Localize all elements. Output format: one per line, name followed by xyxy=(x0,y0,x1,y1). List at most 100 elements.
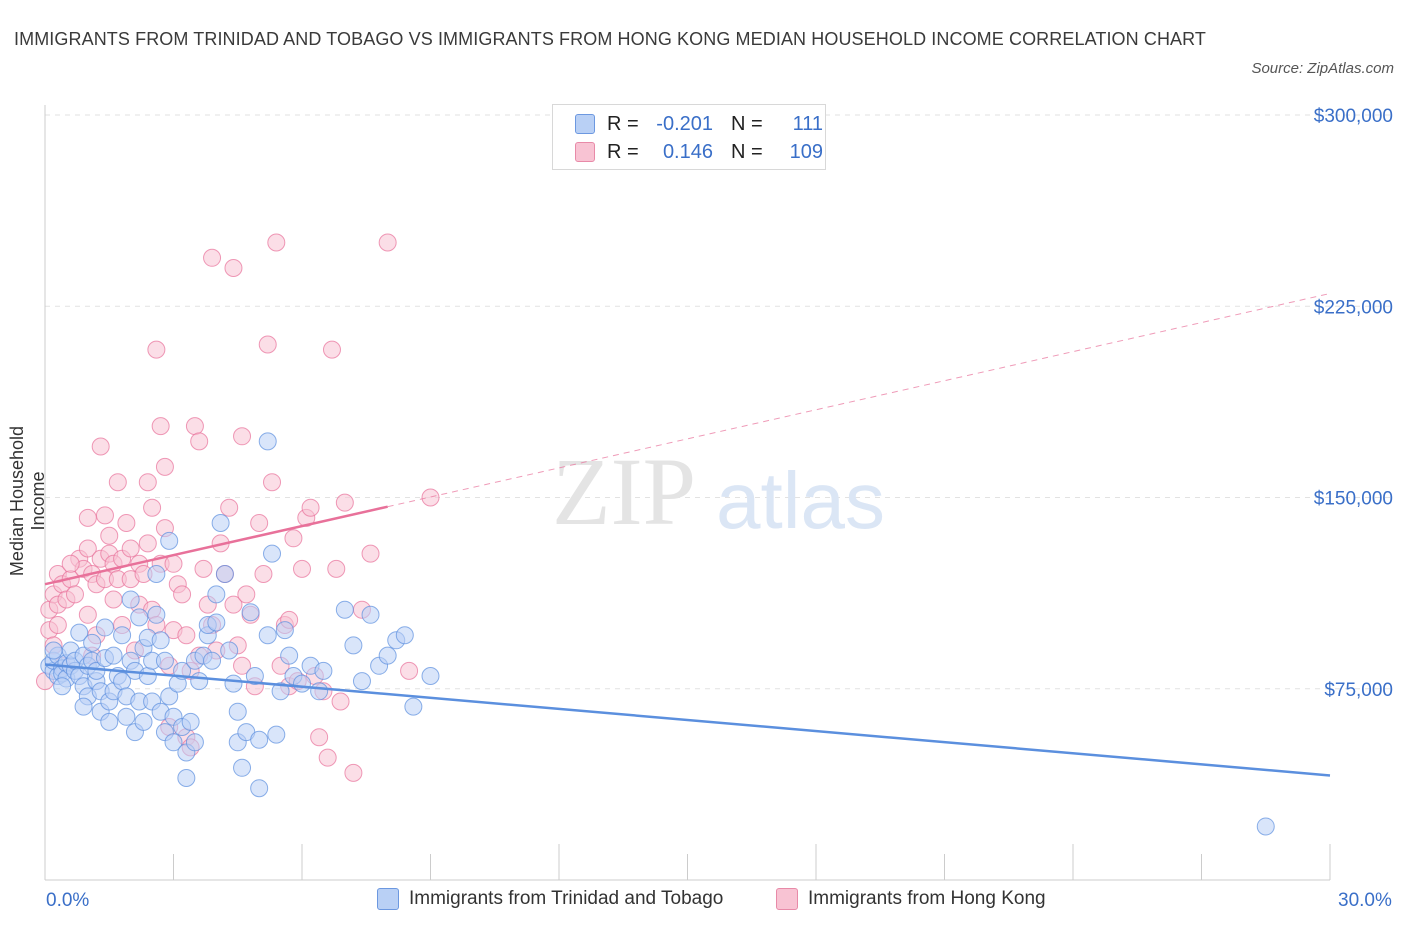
point-1-83 xyxy=(284,529,303,548)
point-1-23 xyxy=(95,506,114,525)
point-1-53 xyxy=(173,585,192,604)
point-1-72 xyxy=(237,585,256,604)
point-0-105 xyxy=(404,697,423,716)
legend-swatch-trinidad xyxy=(575,114,595,134)
point-1-79 xyxy=(267,233,286,252)
point-0-110 xyxy=(74,697,93,716)
legend-item-trinidad[interactable]: Immigrants from Trinidad and Tobago xyxy=(377,888,723,910)
point-0-57 xyxy=(164,733,183,752)
point-0-81 xyxy=(241,603,260,622)
point-0-107 xyxy=(1256,817,1275,836)
point-1-93 xyxy=(327,559,346,578)
point-0-84 xyxy=(250,730,269,749)
legend-item-hongkong[interactable]: Immigrants from Hong Kong xyxy=(776,888,1046,910)
point-0-86 xyxy=(258,432,277,451)
point-0-82 xyxy=(245,667,264,685)
legend-row-hongkong: R = 0.146 N = 109 xyxy=(575,138,823,166)
legend-r-label: R = xyxy=(607,140,639,163)
point-1-39 xyxy=(138,473,157,492)
point-1-28 xyxy=(108,473,127,492)
point-0-71 xyxy=(207,613,226,632)
point-1-95 xyxy=(344,763,363,782)
point-0-55 xyxy=(160,531,179,550)
point-0-77 xyxy=(228,702,247,721)
legend-n-label: N = xyxy=(731,112,763,135)
point-0-102 xyxy=(378,646,397,665)
point-1-78 xyxy=(263,473,282,492)
point-0-66 xyxy=(190,672,209,691)
point-1-76 xyxy=(254,565,273,583)
point-0-44 xyxy=(138,667,157,685)
legend-n-value: 111 xyxy=(792,112,823,135)
point-1-71 xyxy=(233,427,252,446)
point-0-83 xyxy=(250,779,269,798)
point-1-97 xyxy=(361,544,380,563)
stats-legend: R = -0.201 N = 111 R = 0.146 N = 109 xyxy=(552,104,826,170)
legend-swatch-hongkong xyxy=(776,888,798,910)
y-tick-label-2: $225,000 xyxy=(1314,297,1393,318)
point-1-108 xyxy=(48,616,67,634)
legend-r-label: R = xyxy=(607,112,639,135)
point-0-48 xyxy=(147,605,166,624)
point-1-44 xyxy=(147,340,166,359)
point-0-19 xyxy=(83,633,102,652)
watermark-atlas: atlas xyxy=(716,456,885,545)
point-0-91 xyxy=(280,646,299,665)
point-0-108 xyxy=(44,641,63,660)
point-0-51 xyxy=(151,631,170,650)
legend-n-label: N = xyxy=(731,140,763,163)
point-0-40 xyxy=(130,608,149,627)
point-0-96 xyxy=(314,661,333,680)
point-0-76 xyxy=(224,674,243,693)
point-0-63 xyxy=(181,712,200,731)
point-1-57 xyxy=(185,417,204,436)
point-1-60 xyxy=(194,559,213,578)
legend-n-value: 109 xyxy=(789,140,823,163)
point-0-14 xyxy=(70,623,89,642)
point-0-87 xyxy=(263,544,282,563)
point-1-92 xyxy=(322,340,341,359)
point-0-28 xyxy=(100,712,119,731)
y-tick-label-3: $300,000 xyxy=(1314,106,1393,127)
trend-line-0 xyxy=(44,663,1331,777)
point-0-88 xyxy=(267,725,286,744)
point-0-97 xyxy=(335,600,354,619)
point-0-93 xyxy=(293,674,311,693)
point-0-75 xyxy=(220,641,239,660)
point-0-52 xyxy=(155,651,174,670)
point-0-95 xyxy=(310,682,329,701)
legend-row-trinidad: R = -0.201 N = 111 xyxy=(575,110,823,138)
point-0-62 xyxy=(177,769,196,787)
point-1-69 xyxy=(224,595,243,614)
point-0-73 xyxy=(211,514,230,532)
point-1-11 xyxy=(65,585,84,604)
point-1-77 xyxy=(258,335,277,354)
legend-label-hongkong: Immigrants from Hong Kong xyxy=(808,888,1046,909)
point-0-65 xyxy=(185,733,204,752)
point-0-49 xyxy=(147,565,166,583)
point-1-105 xyxy=(233,656,252,675)
point-1-99 xyxy=(400,661,419,680)
legend-r-value: -0.201 xyxy=(656,112,713,135)
point-1-24 xyxy=(100,526,119,545)
point-0-43 xyxy=(134,712,153,731)
point-1-58 xyxy=(190,432,209,451)
legend-swatch-hongkong xyxy=(575,142,595,162)
point-0-104 xyxy=(395,626,414,645)
point-1-89 xyxy=(310,728,329,747)
point-0-33 xyxy=(113,626,132,645)
point-1-27 xyxy=(104,590,123,609)
legend-label-trinidad: Immigrants from Trinidad and Tobago xyxy=(409,888,724,909)
series-legend: Immigrants from Trinidad and Tobago Immi… xyxy=(0,888,1406,916)
point-1-46 xyxy=(151,417,170,436)
point-0-106 xyxy=(421,667,440,685)
trend-lines xyxy=(44,293,1331,777)
point-0-54 xyxy=(160,687,179,706)
y-tick-label-1: $150,000 xyxy=(1314,489,1393,510)
point-1-32 xyxy=(117,514,136,532)
watermark: ZIP atlas xyxy=(552,438,885,545)
point-0-85 xyxy=(258,626,277,645)
y-axis-label: Median Household Income xyxy=(7,425,48,577)
point-0-70 xyxy=(203,651,222,670)
